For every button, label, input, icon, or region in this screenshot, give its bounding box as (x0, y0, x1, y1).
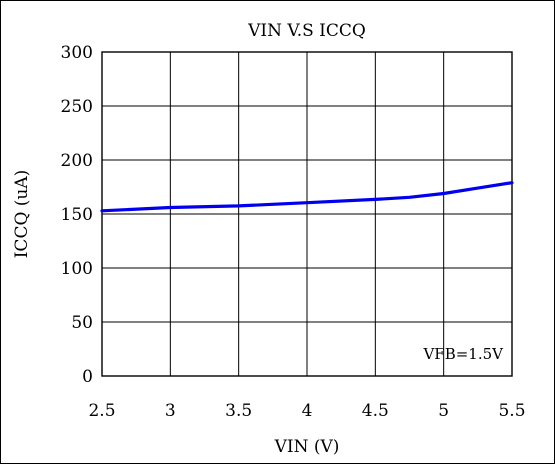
plot-area (101, 51, 513, 377)
chart-title: VIN V.S ICCQ (247, 21, 366, 41)
x-axis-label: VIN (V) (274, 437, 340, 457)
x-tick-label: 3 (165, 401, 176, 421)
y-tick-label: 300 (61, 43, 93, 63)
y-axis-ticks: 300 250 200 150 100 50 0 (61, 43, 93, 387)
grid (102, 52, 512, 376)
x-axis-ticks: 2.5 3 3.5 4 4.5 5 5.5 (88, 401, 525, 421)
condition-annotation: VFB=1.5V (422, 345, 504, 363)
x-tick-label: 4 (302, 401, 313, 421)
x-tick-label: 5 (438, 401, 449, 421)
y-tick-label: 200 (61, 151, 93, 171)
y-axis-label: ICCQ (uA) (12, 170, 32, 259)
x-tick-label: 4.5 (362, 401, 389, 421)
y-tick-label: 50 (71, 313, 93, 333)
y-tick-label: 0 (82, 367, 93, 387)
x-tick-label: 3.5 (225, 401, 252, 421)
x-tick-label: 5.5 (498, 401, 525, 421)
y-tick-label: 150 (61, 205, 93, 225)
y-tick-label: 250 (61, 97, 93, 117)
y-tick-label: 100 (61, 259, 93, 279)
series-line (100, 181, 514, 213)
x-tick-label: 2.5 (88, 401, 115, 421)
series-layer (100, 181, 514, 213)
